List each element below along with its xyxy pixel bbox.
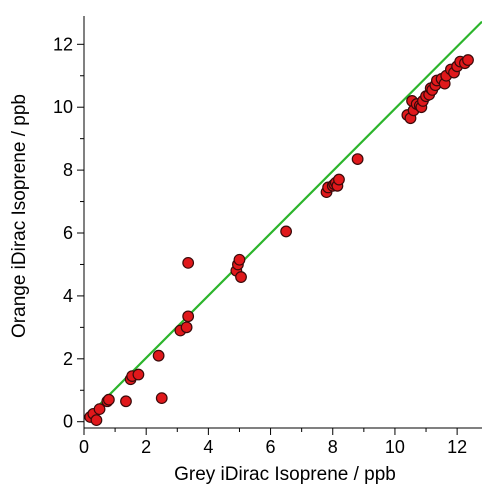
data-point [351, 153, 364, 165]
fit-line [87, 20, 482, 417]
x-tick-label: 0 [79, 437, 89, 457]
y-tick-label: 0 [63, 412, 73, 432]
points-layer [84, 54, 474, 427]
data-point [120, 395, 132, 408]
y-tick-label: 6 [63, 223, 73, 243]
x-tick-label: 10 [385, 437, 405, 457]
data-point [280, 225, 293, 238]
data-point [132, 368, 145, 381]
data-point [90, 414, 103, 427]
y-axis-label: Orange iDirac Isoprene / ppb [9, 94, 30, 338]
y-tick-label: 10 [53, 97, 73, 117]
data-point [102, 393, 115, 406]
data-point [462, 54, 474, 66]
x-tick-label: 8 [328, 437, 338, 457]
fit-layer [87, 20, 482, 417]
data-point [182, 256, 195, 269]
x-tick-label: 6 [266, 437, 276, 457]
axes-layer: 0 2 4 6 8 10 12 0 2 4 6 8 10 12 [53, 16, 482, 457]
y-tick-label: 4 [63, 286, 73, 306]
data-point [233, 253, 246, 266]
data-point [235, 271, 247, 283]
data-point [152, 349, 165, 362]
y-tick-label: 12 [53, 34, 73, 54]
x-axis-label: Grey iDirac Isoprene / ppb [174, 464, 396, 485]
x-tick-label: 4 [203, 437, 213, 457]
x-tick-label: 12 [447, 437, 467, 457]
y-tick-label: 2 [63, 349, 73, 369]
data-point [333, 173, 345, 186]
x-tick-label: 2 [141, 437, 151, 457]
data-point [180, 321, 193, 334]
data-point [182, 310, 195, 323]
data-point [155, 392, 168, 405]
data-point [93, 403, 106, 416]
y-tick-label: 8 [63, 160, 73, 180]
